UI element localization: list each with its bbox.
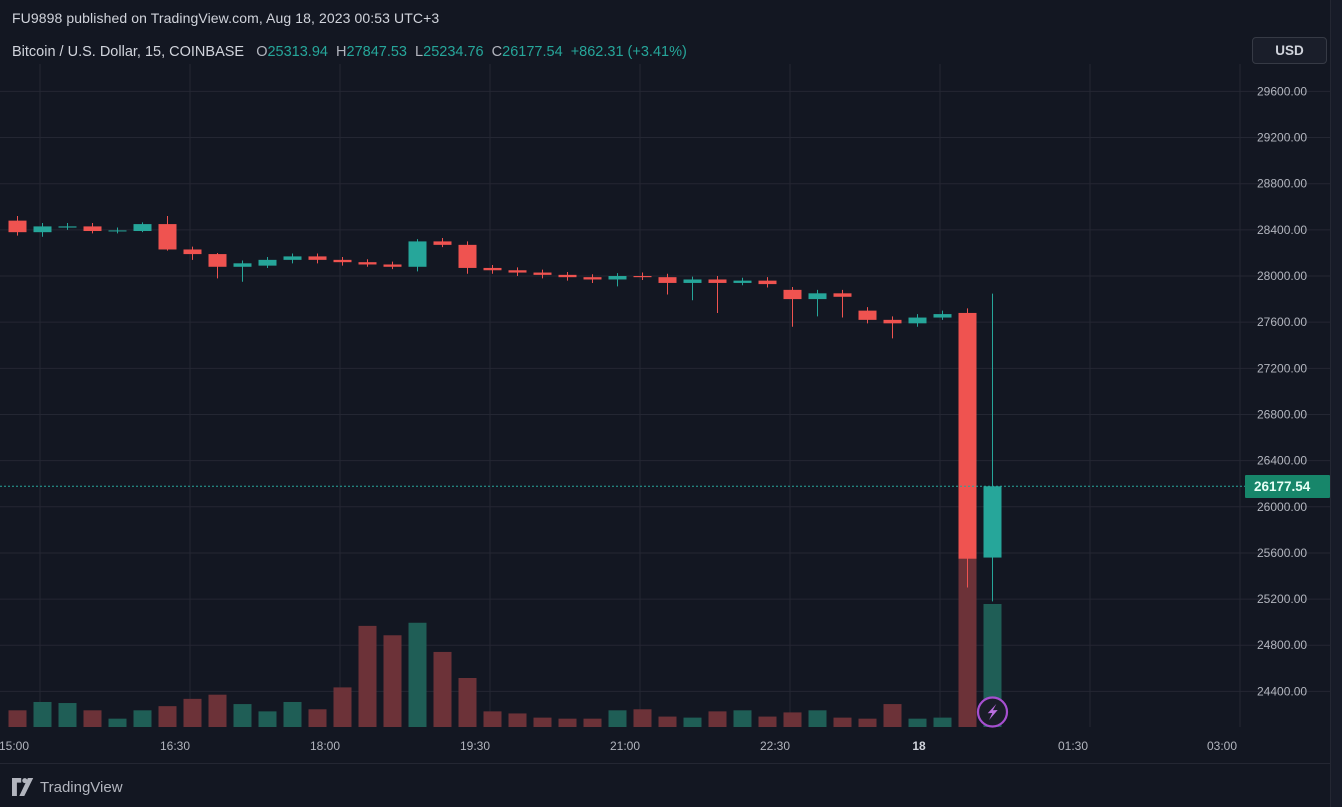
- svg-text:24800.00: 24800.00: [1257, 638, 1307, 652]
- svg-text:25200.00: 25200.00: [1257, 592, 1307, 606]
- svg-text:26800.00: 26800.00: [1257, 407, 1307, 421]
- svg-text:28000.00: 28000.00: [1257, 269, 1307, 283]
- svg-text:29200.00: 29200.00: [1257, 131, 1307, 145]
- svg-text:29600.00: 29600.00: [1257, 84, 1307, 98]
- svg-text:28800.00: 28800.00: [1257, 177, 1307, 191]
- svg-text:27200.00: 27200.00: [1257, 361, 1307, 375]
- svg-text:24400.00: 24400.00: [1257, 684, 1307, 698]
- svg-text:26400.00: 26400.00: [1257, 454, 1307, 468]
- svg-text:28400.00: 28400.00: [1257, 223, 1307, 237]
- svg-text:26000.00: 26000.00: [1257, 500, 1307, 514]
- svg-text:27600.00: 27600.00: [1257, 315, 1307, 329]
- svg-text:25600.00: 25600.00: [1257, 546, 1307, 560]
